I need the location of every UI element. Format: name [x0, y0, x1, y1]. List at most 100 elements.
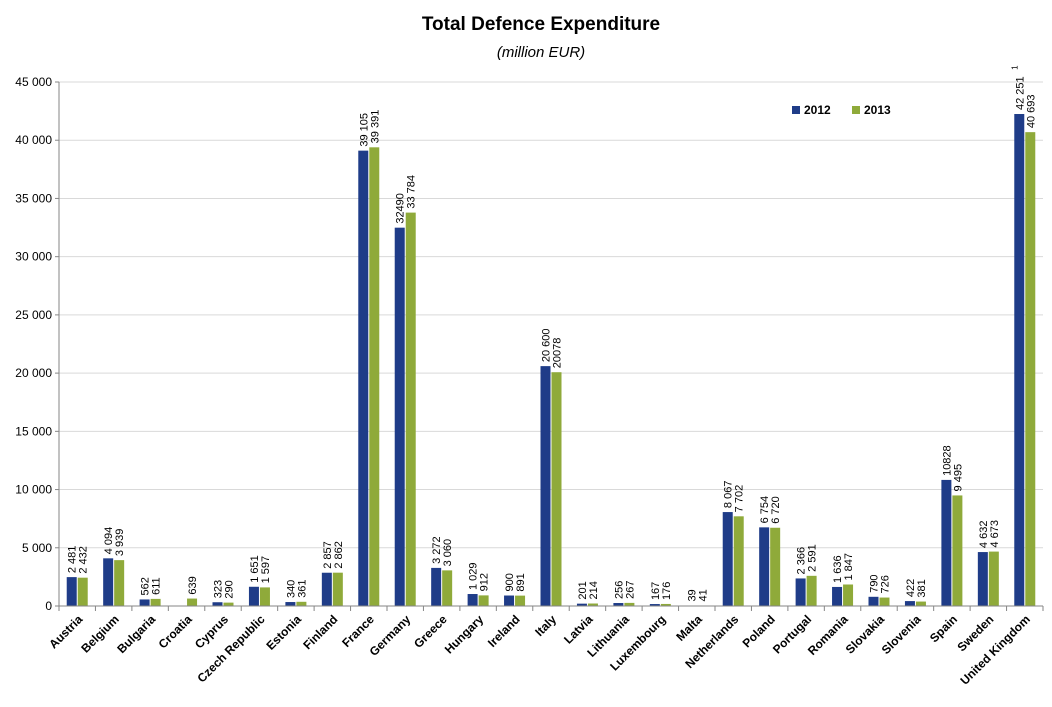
bar-2013-austria [77, 577, 88, 606]
data-label: 3 939 [114, 529, 126, 557]
category-label: Latvia [561, 612, 596, 647]
bar-2012-estonia [285, 602, 296, 606]
bar-2013-netherlands [733, 516, 744, 606]
data-label: 1 651 [249, 555, 261, 583]
bar-2013-sweden [988, 551, 999, 606]
bar-2013-finland [332, 572, 343, 606]
category-label: Hungary [442, 612, 487, 657]
bar-2012-united-kingdom [1014, 114, 1025, 607]
bar-2013-slovenia [915, 601, 926, 606]
bar-2013-slovakia [879, 597, 890, 606]
data-label: 3 272 [431, 536, 443, 564]
bar-2013-portugal [806, 575, 817, 606]
bar-2012-spain [941, 479, 952, 606]
data-label: 39 391 [369, 110, 381, 144]
data-label: 4 094 [103, 527, 115, 555]
y-tick-label: 20 000 [15, 366, 52, 380]
data-label: 562 [140, 577, 152, 595]
data-label: 214 [588, 581, 600, 599]
category-label: Malta [673, 612, 705, 644]
annotation-superscript: 1 [1010, 65, 1019, 70]
bar-2012-netherlands [722, 512, 733, 606]
data-label: 32490 [395, 193, 407, 224]
bars [66, 114, 1036, 607]
data-label: 39 [686, 589, 698, 601]
bar-2013-poland [770, 527, 781, 606]
data-label: 2 481 [67, 546, 79, 574]
data-label: 40 693 [1025, 94, 1037, 128]
data-label: 7 702 [734, 485, 746, 513]
legend: 2012 2013 [792, 103, 891, 117]
data-label: 2 432 [78, 546, 90, 574]
data-label: 340 [285, 580, 297, 598]
legend-label-2013: 2013 [864, 103, 891, 117]
data-label: 900 [504, 573, 516, 591]
bar-2012-latvia [576, 603, 587, 606]
gridlines [59, 81, 1043, 549]
category-label: Bulgaria [114, 612, 158, 656]
data-label: 4 673 [989, 520, 1001, 548]
bar-2012-france [358, 150, 369, 607]
data-label: 290 [224, 580, 236, 598]
bar-2013-czech-republic [259, 587, 270, 606]
bar-2013-luxembourg [660, 603, 671, 606]
bar-2012-sweden [977, 552, 988, 606]
y-tick-label: 40 000 [15, 133, 52, 147]
data-label: 176 [661, 582, 673, 600]
bar-2012-czech-republic [248, 586, 259, 606]
data-label: 323 [213, 580, 225, 598]
data-label: 2 591 [807, 544, 819, 572]
y-tick-label: 0 [45, 599, 52, 613]
data-label: 912 [479, 573, 491, 591]
bar-2013-croatia [187, 598, 198, 606]
axes [55, 81, 1044, 611]
data-label: 267 [624, 581, 636, 599]
legend-label-2012: 2012 [804, 103, 831, 117]
bar-2013-lithuania [624, 602, 635, 606]
category-label: Slovenia [879, 612, 924, 657]
data-label: 1 847 [843, 553, 855, 581]
bar-2012-belgium [103, 558, 114, 606]
y-tick-label: 15 000 [15, 424, 52, 438]
data-label: 639 [187, 576, 199, 594]
data-label: 422 [905, 579, 917, 597]
data-label: 20078 [552, 338, 564, 369]
bar-2012-austria [66, 577, 77, 606]
data-label: 33 784 [406, 175, 418, 209]
category-label: Croatia [156, 612, 195, 651]
bar-2013-greece [442, 570, 453, 606]
y-tick-label: 45 000 [15, 75, 52, 89]
data-label: 1 636 [832, 555, 844, 583]
data-label: 20 600 [541, 328, 553, 362]
legend-swatch-2013 [852, 106, 860, 114]
bar-2013-hungary [478, 595, 489, 606]
data-label: 1 597 [260, 556, 272, 584]
bar-2012-poland [759, 527, 770, 606]
data-label: 9 495 [952, 464, 964, 492]
data-label: 891 [515, 573, 527, 591]
bar-2012-cyprus [212, 602, 223, 606]
data-label: 201 [577, 581, 589, 599]
data-label: 39 105 [358, 113, 370, 147]
data-label: 611 [151, 577, 163, 595]
data-label: 42 251 [1014, 76, 1026, 110]
data-label: 1 029 [468, 562, 480, 590]
bar-2012-italy [540, 366, 551, 606]
data-label: 2 366 [796, 547, 808, 575]
data-label: 790 [869, 574, 881, 592]
bar-2012-slovakia [868, 596, 879, 606]
y-tick-label: 5 000 [22, 541, 52, 555]
bar-2013-france [369, 147, 380, 606]
bar-2012-portugal [795, 578, 806, 606]
category-label: Czech Republic [194, 612, 267, 685]
y-tick-label: 35 000 [15, 191, 52, 205]
category-label: Estonia [263, 612, 304, 653]
bar-2013-ireland [515, 595, 526, 606]
legend-swatch-2012 [792, 106, 800, 114]
chart-title: Total Defence Expenditure [422, 14, 660, 35]
bar-2012-lithuania [613, 603, 624, 606]
bar-2013-latvia [587, 603, 598, 606]
bar-2012-finland [321, 572, 332, 606]
y-axis-ticks: 0 5 000 10 000 15 000 20 000 25 000 30 000 35 0… [15, 75, 52, 613]
data-label: 361 [296, 579, 308, 597]
